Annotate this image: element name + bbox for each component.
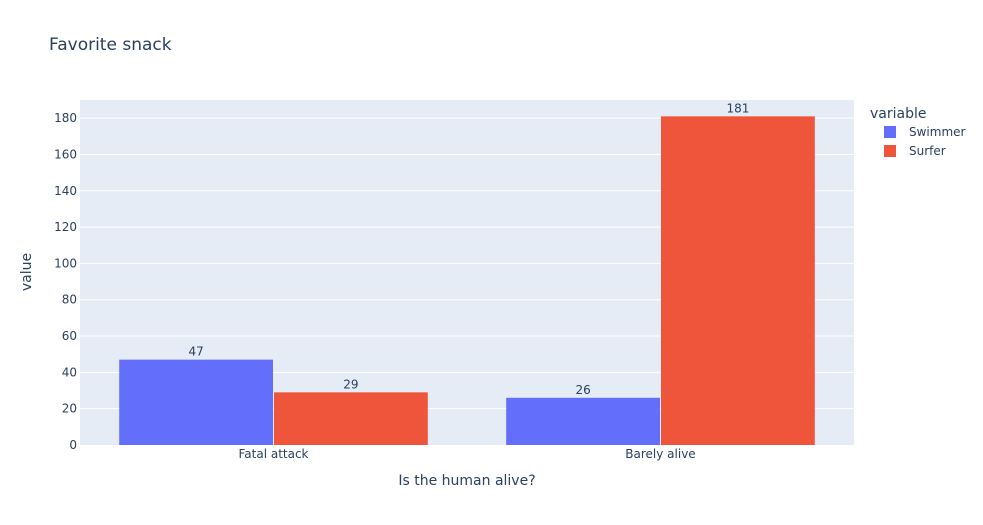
data-label: 29 <box>343 377 358 391</box>
data-labels: 47 29 26 181 <box>188 101 749 396</box>
legend: variable Swimmer Surfer <box>870 106 966 158</box>
bar <box>119 359 273 445</box>
chart-title: Favorite snack <box>49 35 172 55</box>
data-label: 47 <box>188 345 203 359</box>
bar <box>661 116 815 445</box>
y-tick-label: 60 <box>62 329 77 343</box>
legend-title: variable <box>870 106 926 122</box>
legend-swatch <box>884 145 896 157</box>
legend-items: Swimmer Surfer <box>884 125 966 158</box>
y-tick-label: 20 <box>62 402 77 416</box>
y-tick-label: 80 <box>62 293 77 307</box>
y-tick-label: 40 <box>62 365 77 379</box>
y-tick-label: 180 <box>54 111 77 125</box>
y-axis-title: value <box>19 253 35 291</box>
bars <box>119 116 815 445</box>
x-tick-labels: Fatal attack Barely alive <box>238 447 695 461</box>
legend-swatch <box>884 126 896 138</box>
y-tick-label: 140 <box>54 184 77 198</box>
bar <box>506 397 660 445</box>
legend-label: Swimmer <box>909 125 966 139</box>
y-tick-label: 100 <box>54 256 77 270</box>
x-axis-title: Is the human alive? <box>398 473 535 489</box>
y-tick-label: 120 <box>54 220 77 234</box>
y-tick-labels: 0 20 40 60 80 100 120 140 160 180 <box>54 111 77 452</box>
data-label: 26 <box>575 383 590 397</box>
x-tick-label: Fatal attack <box>238 447 308 461</box>
bar <box>274 392 428 445</box>
data-label: 181 <box>726 101 749 115</box>
legend-label: Surfer <box>909 144 946 158</box>
y-tick-label: 160 <box>54 147 77 161</box>
x-tick-label: Barely alive <box>625 447 695 461</box>
y-tick-label: 0 <box>69 438 77 452</box>
